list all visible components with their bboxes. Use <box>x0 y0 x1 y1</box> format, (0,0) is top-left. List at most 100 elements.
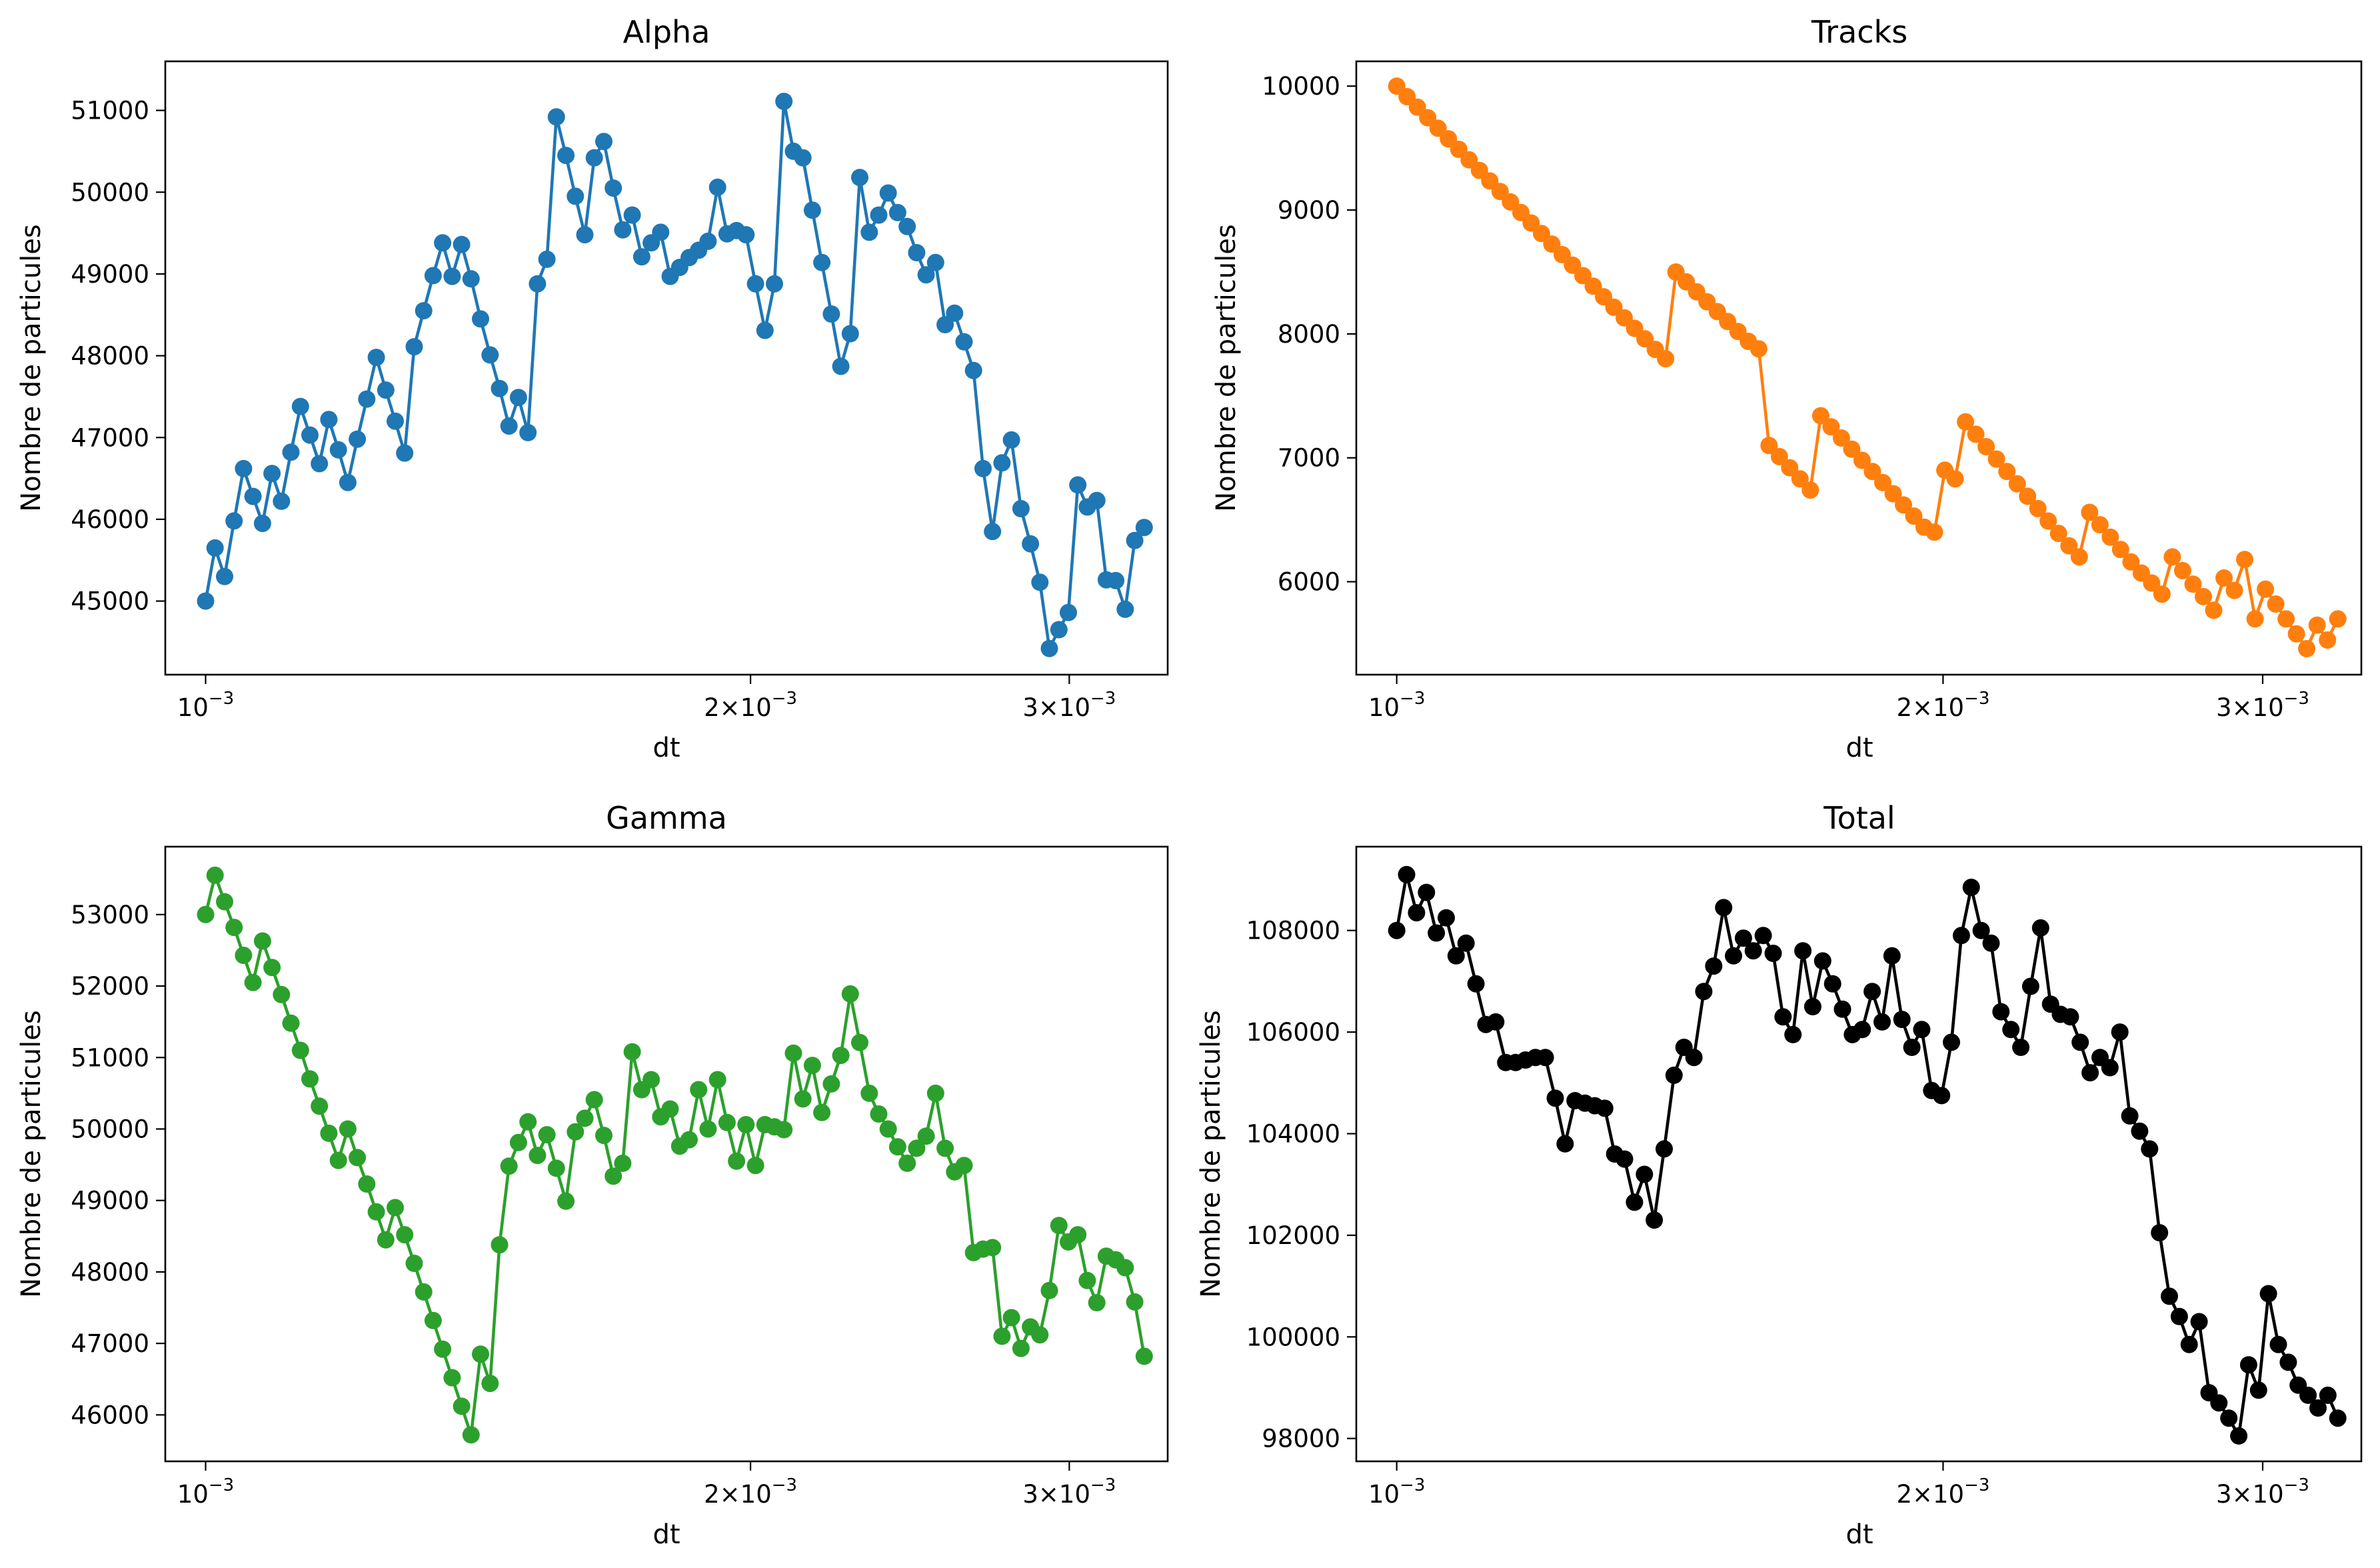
data-point <box>1050 621 1068 639</box>
data-point <box>2163 548 2181 566</box>
data-point <box>1564 256 1582 274</box>
data-point <box>1088 491 1106 509</box>
data-point <box>2111 1023 2129 1041</box>
y-tick-label: 104000 <box>1246 1120 1340 1149</box>
data-point <box>595 133 612 151</box>
data-point <box>851 1033 868 1051</box>
data-point <box>1863 983 1881 1001</box>
data-point <box>1050 1217 1068 1235</box>
data-point <box>1546 1089 1564 1107</box>
data-point <box>434 234 452 252</box>
data-point <box>2287 625 2305 643</box>
data-point <box>2170 1307 2188 1325</box>
data-point <box>746 1157 764 1175</box>
y-tick-label: 51000 <box>71 1043 149 1072</box>
data-point <box>519 423 537 441</box>
data-point <box>699 1120 717 1138</box>
data-point <box>1962 879 1980 896</box>
data-point <box>1750 340 1768 358</box>
data-point <box>1813 952 1831 970</box>
data-point <box>1873 1013 1891 1031</box>
data-point <box>2002 1021 2020 1039</box>
data-point <box>2031 919 2049 937</box>
data-point <box>358 1175 376 1193</box>
subplot-alpha: Alpha 10−3 2×10−3 3×10−3 45000 46000 47000 480… <box>16 14 1169 763</box>
data-point <box>652 223 670 241</box>
data-point <box>358 390 376 408</box>
data-point <box>519 1113 537 1131</box>
data-point <box>405 1255 423 1272</box>
data-point <box>908 244 926 261</box>
data-point <box>206 866 224 884</box>
data-point <box>2173 561 2191 579</box>
data-point <box>1069 476 1087 494</box>
data-point <box>225 512 243 530</box>
data-point <box>2309 1399 2327 1417</box>
data-point <box>244 487 262 505</box>
data-point <box>984 1239 1002 1257</box>
data-point <box>841 325 859 343</box>
data-point <box>2021 977 2039 995</box>
data-point <box>642 1071 660 1089</box>
data-point <box>993 454 1011 472</box>
data-point <box>936 1139 954 1157</box>
data-point <box>2299 1386 2317 1404</box>
data-point <box>2319 1386 2337 1404</box>
data-point <box>377 1231 395 1249</box>
plot-area: 10−3 2×10−3 3×10−3 46000 47000 48000 49000 5000… <box>71 866 1153 1509</box>
data-point <box>1744 942 1762 960</box>
data-point <box>547 108 565 126</box>
data-point <box>1833 1000 1851 1018</box>
y-tick-label: 50000 <box>71 178 149 207</box>
y-axis-label: Nombre de particules <box>1211 224 1242 511</box>
data-point <box>263 465 281 483</box>
data-point <box>756 321 774 339</box>
data-point <box>2081 503 2099 521</box>
x-tick-label: 10−3 <box>177 1475 234 1509</box>
data-point <box>557 147 575 165</box>
data-point <box>387 412 404 430</box>
data-point <box>472 1345 489 1363</box>
x-tick-label: 10−3 <box>1368 1475 1425 1509</box>
data-point <box>1913 1021 1931 1039</box>
data-point <box>585 1091 603 1109</box>
y-tick-label: 53000 <box>71 901 149 929</box>
data-point <box>1946 470 1964 488</box>
data-point <box>2161 1287 2178 1305</box>
y-tick-label: 52000 <box>71 972 149 1001</box>
data-point <box>926 253 944 271</box>
data-point <box>690 1081 708 1099</box>
data-point <box>1774 1008 1792 1026</box>
data-point <box>405 338 423 356</box>
data-point <box>1972 921 1990 939</box>
data-point <box>708 178 726 196</box>
data-point <box>1992 1003 2010 1021</box>
y-tick-label: 9000 <box>1278 196 1340 225</box>
data-point <box>415 1283 433 1301</box>
data-point <box>377 381 395 399</box>
data-point <box>1060 603 1077 621</box>
data-point <box>509 389 527 407</box>
data-point <box>453 235 471 253</box>
data-point <box>1863 463 1881 481</box>
data-point <box>585 149 603 167</box>
data-point <box>415 302 433 320</box>
data-point <box>1832 429 1850 447</box>
data-point <box>538 250 556 268</box>
x-tick-label: 3×10−3 <box>2216 689 2309 722</box>
data-point <box>803 201 821 219</box>
data-point <box>2210 1394 2228 1412</box>
data-point <box>2151 1224 2169 1242</box>
y-tick-label: 102000 <box>1246 1221 1340 1250</box>
y-axis-label: Nombre de particules <box>1196 1010 1226 1297</box>
data-point <box>614 1154 632 1172</box>
data-point <box>794 1090 812 1108</box>
data-point <box>1952 927 1970 945</box>
data-point <box>1418 883 1436 901</box>
data-point <box>235 947 253 964</box>
data-point <box>2081 1064 2099 1082</box>
data-point <box>1987 450 2005 468</box>
data-point <box>2141 1140 2159 1158</box>
data-point <box>1069 1226 1087 1244</box>
